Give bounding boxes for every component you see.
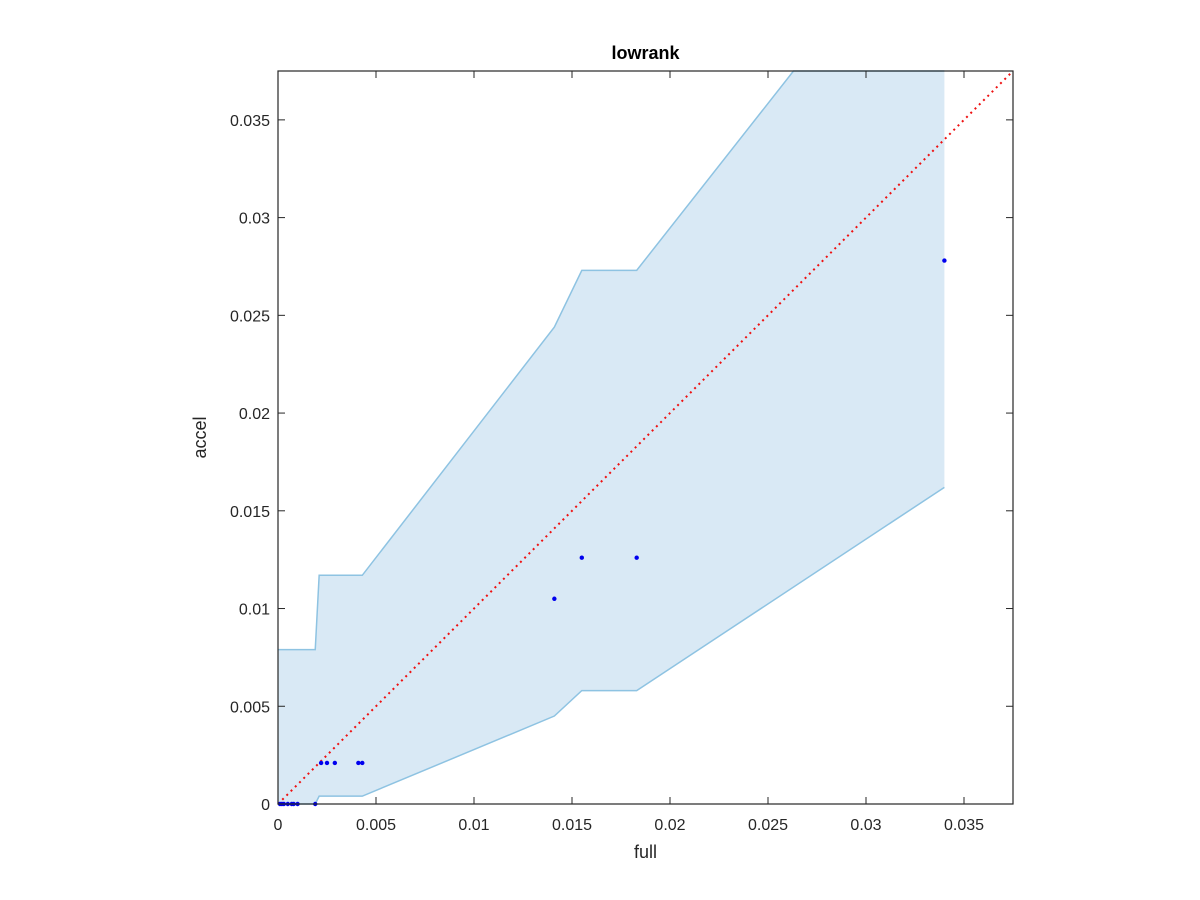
data-point [318,760,324,766]
x-tick-label: 0.035 [944,817,984,834]
y-axis-ticks: 0 0.005 0.01 0.015 0.02 0.025 0.03 0.035 [230,113,1013,814]
data-point [356,760,361,766]
band-fill [278,71,945,804]
y-axis-label: accel [190,416,210,458]
reference-line [277,70,1014,805]
x-tick-label: 0 [274,817,283,834]
data-point [579,555,584,560]
x-tick-label: 0.03 [850,817,881,834]
x-axis-label: full [634,842,657,862]
y-tick-label: 0.02 [239,406,270,423]
data-point [360,760,365,766]
data-point [634,555,639,560]
y-tick-label: 0 [261,797,270,814]
data-point [332,760,338,766]
x-tick-label: 0.01 [458,817,489,834]
x-tick-label: 0.02 [654,817,685,834]
data-point [324,760,330,766]
reference-line-layer [277,70,1014,805]
confidence-band [278,70,945,805]
band-upper-edge [278,70,945,651]
data-point [552,596,557,601]
y-tick-label: 0.025 [230,308,270,325]
y-tick-label: 0.015 [230,504,270,521]
x-axis-ticks: 0 0.005 0.01 0.015 0.02 0.025 0.03 0.035 [274,71,984,834]
x-tick-label: 0.025 [748,817,788,834]
chart-title: lowrank [611,43,680,63]
y-tick-label: 0.005 [230,699,270,716]
x-tick-label: 0.015 [552,817,592,834]
y-tick-label: 0.01 [239,602,270,619]
y-tick-label: 0.03 [239,211,270,228]
axes-box [277,70,1014,805]
x-tick-label: 0.005 [356,817,396,834]
y-tick-label: 0.035 [230,113,270,130]
data-point [942,258,947,263]
